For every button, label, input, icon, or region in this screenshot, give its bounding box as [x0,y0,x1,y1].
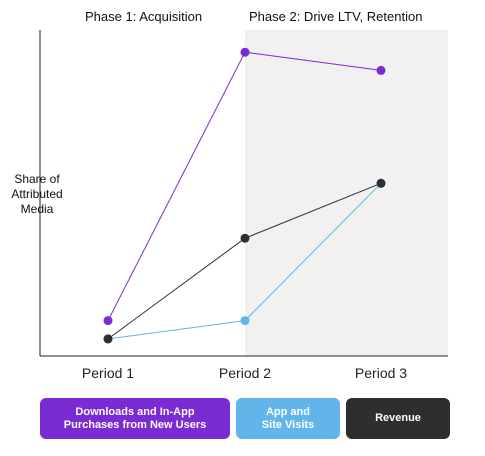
y-axis-label: Share of Attributed Media [11,172,63,216]
data-point-app-site-visits-2 [240,316,250,326]
x-tick-label-1: Period 1 [82,365,134,381]
data-point-downloads-2 [240,47,250,57]
x-tick-label-2: Period 2 [219,365,271,381]
series-layer [103,47,386,344]
phase-2-label: Phase 2: Drive LTV, Retention [249,9,423,24]
phase-1-label: Phase 1: Acquisition [85,9,203,24]
data-point-downloads-3 [376,65,386,75]
legend-label-app-site-visits: App and Site Visits [261,405,315,431]
data-point-revenue-2 [240,233,250,243]
legend-item-app-site-visits: App and Site Visits [236,398,340,439]
phase-2-shaded-region [245,30,448,356]
x-tick-labels: Period 1 Period 2 Period 3 [82,365,407,381]
data-point-revenue-3 [376,178,386,188]
legend-label-revenue: Revenue [375,412,421,424]
data-point-revenue-1 [103,334,113,344]
x-tick-label-3: Period 3 [355,365,407,381]
legend-item-downloads: Downloads and In-App Purchases from New U… [40,398,230,439]
legend-item-revenue: Revenue [346,398,450,439]
legend-label-downloads: Downloads and In-App Purchases from New U… [63,405,207,431]
data-point-downloads-1 [103,316,113,326]
